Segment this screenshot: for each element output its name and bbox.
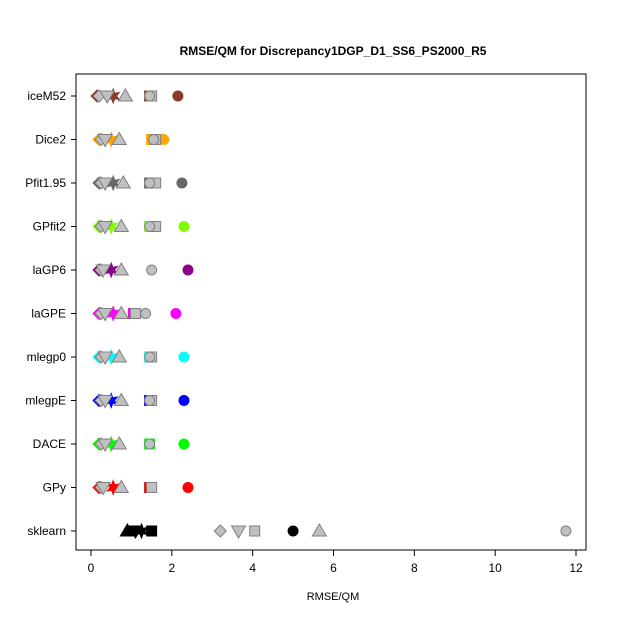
y-tick-label-sklearn: sklearn	[27, 524, 66, 538]
x-tick-label-0: 0	[88, 561, 95, 575]
marker-triangle-down-gpfit2	[97, 221, 114, 235]
x-tick-label-4: 4	[249, 561, 256, 575]
marker-triangle-down-dice2	[97, 134, 114, 148]
y-tick-label-icem52: iceM52	[27, 89, 66, 103]
marker-triangle-up-gpy	[113, 479, 130, 493]
marker-triangle-up-gpfit2	[113, 218, 130, 232]
marker-triangle-down-mlegpe	[97, 395, 114, 409]
marker-circle-lagp6	[182, 264, 194, 276]
y-axis: iceM52 Dice2 Pfit1.95 GPfit2 laGP6 laGPE mlegp…	[25, 89, 76, 538]
marker-triangle-down-icem52	[99, 90, 116, 104]
y-tick-label-gpy: GPy	[43, 481, 66, 495]
marker-square-gpy	[146, 482, 158, 493]
marker-circle-mlegp0	[178, 351, 190, 363]
y-tick-label-lagpe: laGPE	[31, 307, 66, 321]
marker-circle-lagpe	[140, 308, 152, 319]
marker-circle-mlegp0	[144, 351, 156, 363]
marker-triangle-down-lagpe	[97, 308, 114, 322]
x-axis-label: RMSE/QM	[307, 591, 360, 603]
marker-circle-mlegpe	[178, 395, 190, 406]
marker-triangle-up-mlegpe	[113, 392, 130, 406]
marker-triangle-down-gpy	[95, 482, 111, 496]
marker-triangle-down-mlegp0	[97, 351, 114, 365]
marker-circle-dace	[178, 438, 190, 450]
marker-circle-icem52	[144, 90, 156, 102]
marker-triangle-up-lagp6	[113, 262, 130, 276]
marker-circle-gpfit2	[144, 221, 156, 232]
marker-circle-sklearn	[287, 525, 299, 537]
x-tick-label-2: 2	[168, 561, 175, 575]
y-tick-label-dice2: Dice2	[35, 133, 66, 147]
marker-circle-gpfit2	[178, 221, 190, 232]
marker-circle-pfit1-95	[176, 177, 188, 189]
marker-triangle-up-pfit1-95	[115, 175, 132, 189]
y-tick-label-dace: DACE	[33, 437, 66, 451]
marker-triangle-down-sklearn	[230, 525, 247, 539]
marker-triangle-up-lagpe	[113, 305, 130, 319]
marker-triangle-down-lagp6	[95, 264, 111, 278]
marker-circle-mlegpe	[144, 395, 156, 406]
chart-title: RMSE/QM for Discrepancy1DGP_D1_SS6_PS200…	[180, 44, 487, 58]
marker-square-lagpe	[129, 308, 141, 319]
marker-triangle-down-pfit1-95	[97, 177, 114, 191]
marker-circle-pfit1-95	[144, 177, 156, 189]
x-axis: 0 2 4 6 8 10 12	[88, 550, 583, 575]
marker-circle-gpy	[182, 482, 194, 493]
marker-diamond-sklearn	[213, 524, 228, 538]
x-tick-label-10: 10	[488, 561, 502, 575]
marker-triangle-up-icem52	[117, 88, 134, 102]
marker-triangle-down-dace	[97, 438, 114, 452]
y-tick-label-mlegp0: mlegp0	[27, 350, 67, 364]
marker-triangle-up-sklearn	[311, 523, 328, 537]
marker-square-sklearn	[146, 525, 158, 537]
y-tick-label-pfit1-95: Pfit1.95	[25, 176, 66, 190]
marker-square-sklearn	[249, 525, 261, 537]
marker-triangle-up-dace	[111, 436, 128, 450]
marker-circle-lagp6	[146, 264, 158, 276]
x-tick-label-8: 8	[411, 561, 418, 575]
y-tick-label-gpfit2: GPfit2	[33, 220, 67, 234]
y-tick-label-lagp6: laGP6	[33, 263, 67, 277]
y-tick-label-mlegpe: mlegpE	[25, 394, 66, 408]
plot-frame	[75, 73, 587, 551]
x-tick-label-6: 6	[330, 561, 337, 575]
marker-circle-dace	[144, 438, 156, 450]
marker-triangle-up-dice2	[111, 131, 128, 145]
marker-triangle-up-mlegp0	[111, 349, 128, 363]
marker-circle-icem52	[172, 90, 184, 102]
marker-circle-lagpe	[170, 308, 182, 319]
x-tick-label-12: 12	[569, 561, 583, 575]
data-markers	[90, 87, 572, 540]
marker-circle-sklearn	[560, 525, 572, 537]
marker-circle-dice2	[148, 134, 160, 145]
